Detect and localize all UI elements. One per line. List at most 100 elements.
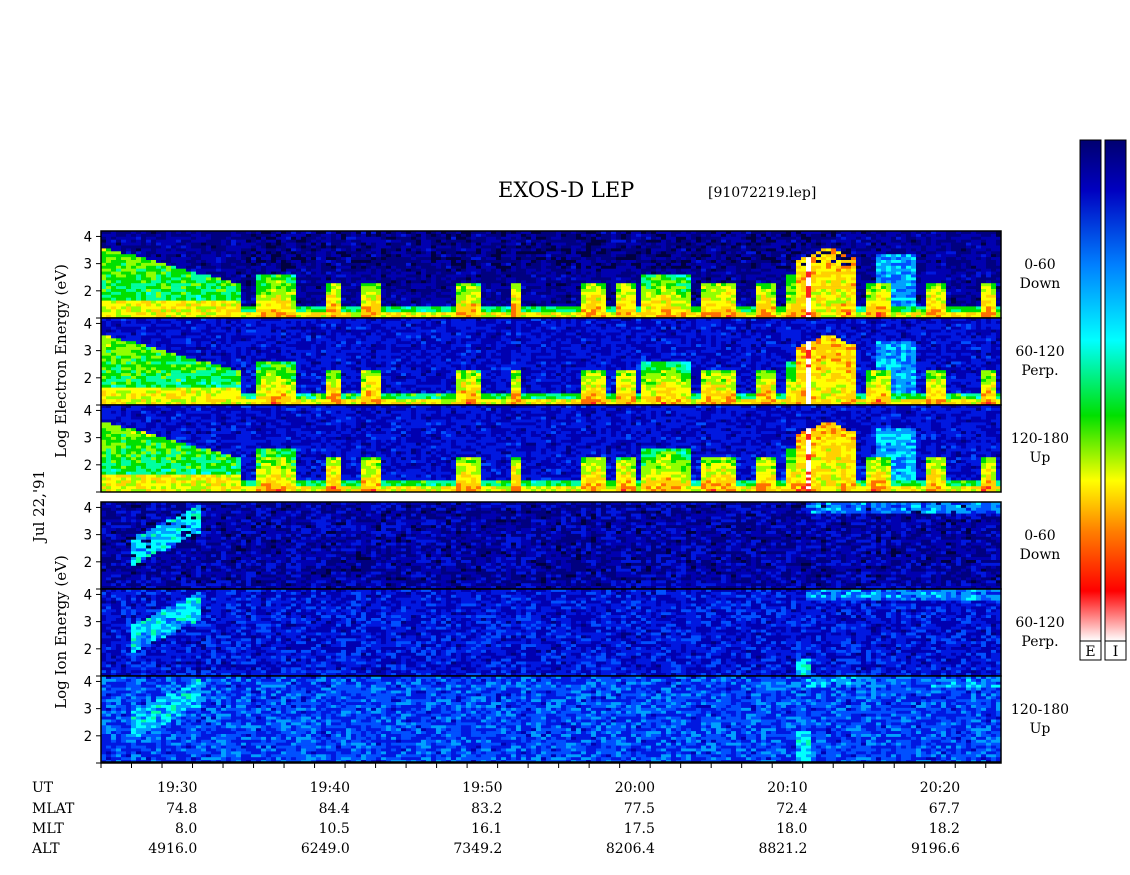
spectrogram-cell <box>646 312 652 316</box>
spectrogram-cell <box>201 297 207 301</box>
spectrogram-cell <box>366 286 372 290</box>
spectrogram-cell <box>766 280 772 284</box>
spectrogram-cell <box>601 289 607 293</box>
spectrogram-cell <box>551 260 557 264</box>
spectrogram-cell <box>206 239 212 243</box>
spectrogram-cell <box>496 289 502 293</box>
spectrogram-cell <box>731 309 737 313</box>
spectrogram-cell <box>191 280 197 284</box>
spectrogram-cell <box>226 294 232 298</box>
spectrogram-cell <box>266 239 272 243</box>
spectrogram-cell <box>861 303 867 307</box>
spectrogram-cell <box>106 297 112 301</box>
spectrogram-cell <box>896 268 902 272</box>
spectrogram-cell <box>546 306 552 310</box>
spectrogram-cell <box>266 257 272 261</box>
spectrogram-cell <box>756 231 762 235</box>
spectrogram-cell <box>386 262 392 267</box>
spectrogram-cell <box>561 300 567 304</box>
spectrogram-cell <box>311 260 317 264</box>
spectrogram-cell <box>221 260 227 264</box>
spectrogram-cell <box>511 262 517 267</box>
spectrogram-cell <box>866 248 872 252</box>
spectrogram-cell <box>791 236 797 240</box>
spectrogram-cell <box>471 289 477 293</box>
spectrogram-cell <box>471 248 477 252</box>
spectrogram-cell <box>906 306 912 310</box>
spectrogram-cell <box>261 291 267 296</box>
spectrogram-cell <box>381 233 387 238</box>
spectrogram-cell <box>571 262 577 267</box>
spectrogram-cell <box>191 283 197 287</box>
spectrogram-cell <box>781 274 787 278</box>
spectrogram-cell <box>711 262 717 267</box>
spectrogram-cell <box>786 254 792 258</box>
spectrogram-cell <box>266 254 272 258</box>
spectrogram-cell <box>746 274 752 278</box>
spectrogram-cell <box>101 300 107 304</box>
spectrogram-cell <box>411 286 417 290</box>
spectrogram-cell <box>281 271 287 275</box>
spectrogram-cell <box>306 254 312 258</box>
spectrogram-cell <box>581 242 587 246</box>
spectrogram-cell <box>396 245 402 249</box>
spectrogram-cell <box>926 277 932 281</box>
spectrogram-cell <box>726 245 732 249</box>
spectrogram-cell <box>436 283 442 287</box>
spectrogram-cell <box>206 231 212 235</box>
spectrogram-cell <box>746 271 752 275</box>
spectrogram-cell <box>216 291 222 296</box>
spectrogram-cell <box>791 294 797 298</box>
spectrogram-cell <box>261 289 267 293</box>
spectrogram-cell <box>296 231 302 235</box>
spectrogram-cell <box>821 239 827 243</box>
spectrogram-cell <box>396 306 402 310</box>
spectrogram-cell <box>286 300 292 304</box>
spectrogram-cell <box>741 245 747 249</box>
spectrogram-cell <box>791 315 797 319</box>
spectrogram-cell <box>426 315 432 319</box>
spectrogram-cell <box>806 257 812 261</box>
spectrogram-cell <box>521 251 527 255</box>
spectrogram-cell <box>256 262 262 267</box>
spectrogram-cell <box>251 257 257 261</box>
spectrogram-cell <box>466 280 472 284</box>
spectrogram-cell <box>416 297 422 301</box>
spectrogram-cell <box>361 265 367 269</box>
spectrogram-cell <box>556 245 562 249</box>
spectrogram-cell <box>286 286 292 290</box>
spectrogram-cell <box>561 297 567 301</box>
spectrogram-cell <box>171 233 177 238</box>
spectrogram-cell <box>371 271 377 275</box>
spectrogram-cell <box>926 245 932 249</box>
spectrogram-cell <box>436 260 442 264</box>
spectrogram-cell <box>266 289 272 293</box>
spectrogram-cell <box>531 289 537 293</box>
spectrogram-cell <box>646 297 652 301</box>
spectrogram-cell <box>231 262 237 267</box>
spectrogram-cell <box>601 260 607 264</box>
spectrogram-cell <box>836 294 842 298</box>
spectrogram-cell <box>211 280 217 284</box>
spectrogram-cell <box>306 274 312 278</box>
spectrogram-cell <box>671 248 677 252</box>
spectrogram-cell <box>716 233 722 238</box>
spectrogram-cell <box>326 297 332 301</box>
spectrogram-cell <box>236 254 242 258</box>
spectrogram-cell <box>446 306 452 310</box>
spectrogram-cell <box>141 300 147 304</box>
spectrogram-cell <box>111 312 117 316</box>
spectrogram-cell <box>536 283 542 287</box>
spectrogram-cell <box>271 289 277 293</box>
spectrogram-cell <box>806 280 812 284</box>
spectrogram-cell <box>276 233 282 238</box>
spectrogram-cell <box>641 231 647 235</box>
spectrogram-cell <box>486 271 492 275</box>
spectrogram-cell <box>431 248 437 252</box>
spectrogram-cell <box>861 312 867 316</box>
spectrogram-cell <box>806 233 812 238</box>
spectrogram-cell <box>656 289 662 293</box>
spectrogram-cell <box>546 233 552 238</box>
spectrogram-cell <box>621 245 627 249</box>
spectrogram-cell <box>726 248 732 252</box>
